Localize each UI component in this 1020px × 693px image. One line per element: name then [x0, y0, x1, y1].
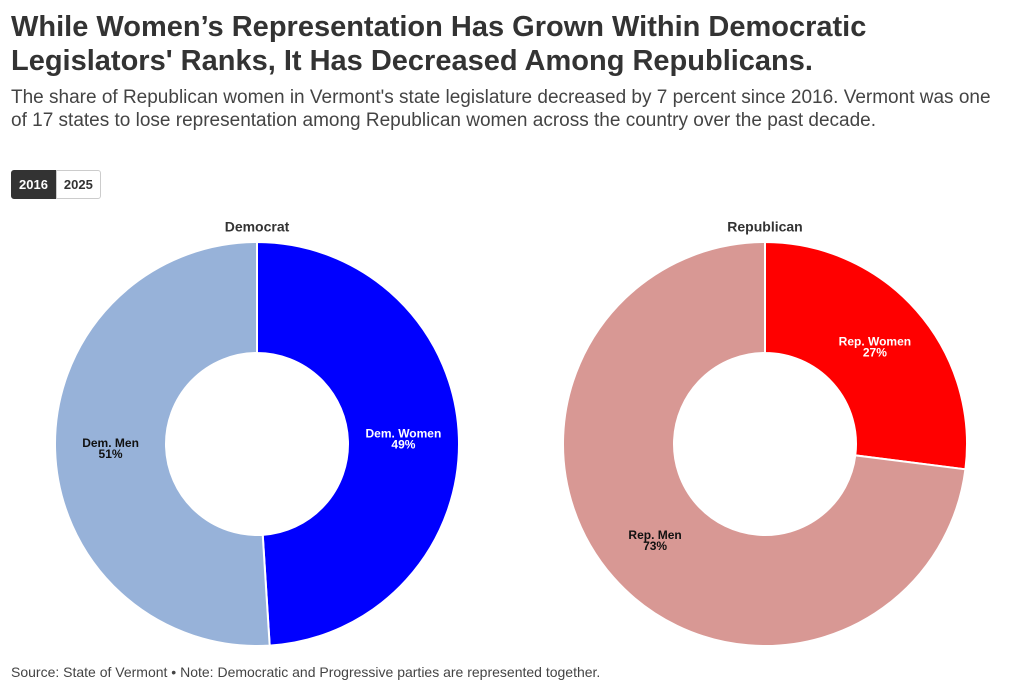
chart-subtitle: Republican	[727, 219, 802, 235]
slice-label: Rep. Men	[628, 528, 681, 542]
donut-slice	[562, 240, 967, 647]
donut-slice	[53, 240, 271, 647]
slice-label: Dem. Men	[82, 436, 139, 450]
year-button[interactable]: 2025	[55, 170, 101, 199]
donut-slice	[764, 240, 968, 471]
chart-subtitle: Democrat	[225, 219, 290, 235]
title: While Women’s Representation Has Grown W…	[11, 11, 867, 77]
source: Source: State of Vermont • Note: Democra…	[11, 664, 601, 680]
donut-slice	[256, 240, 460, 647]
slice-value: 73%	[643, 539, 667, 553]
year-button[interactable]: 2016	[11, 170, 56, 199]
slice-label: Dem. Women	[366, 427, 442, 441]
slice-value: 49%	[391, 438, 415, 452]
slice-value: 51%	[99, 447, 123, 461]
slice-label: Rep. Women	[839, 334, 911, 348]
subtitle: The share of Republican women in Vermont…	[11, 87, 991, 131]
year-toggle: 2016 2025	[11, 170, 101, 199]
slice-value: 27%	[863, 345, 887, 359]
